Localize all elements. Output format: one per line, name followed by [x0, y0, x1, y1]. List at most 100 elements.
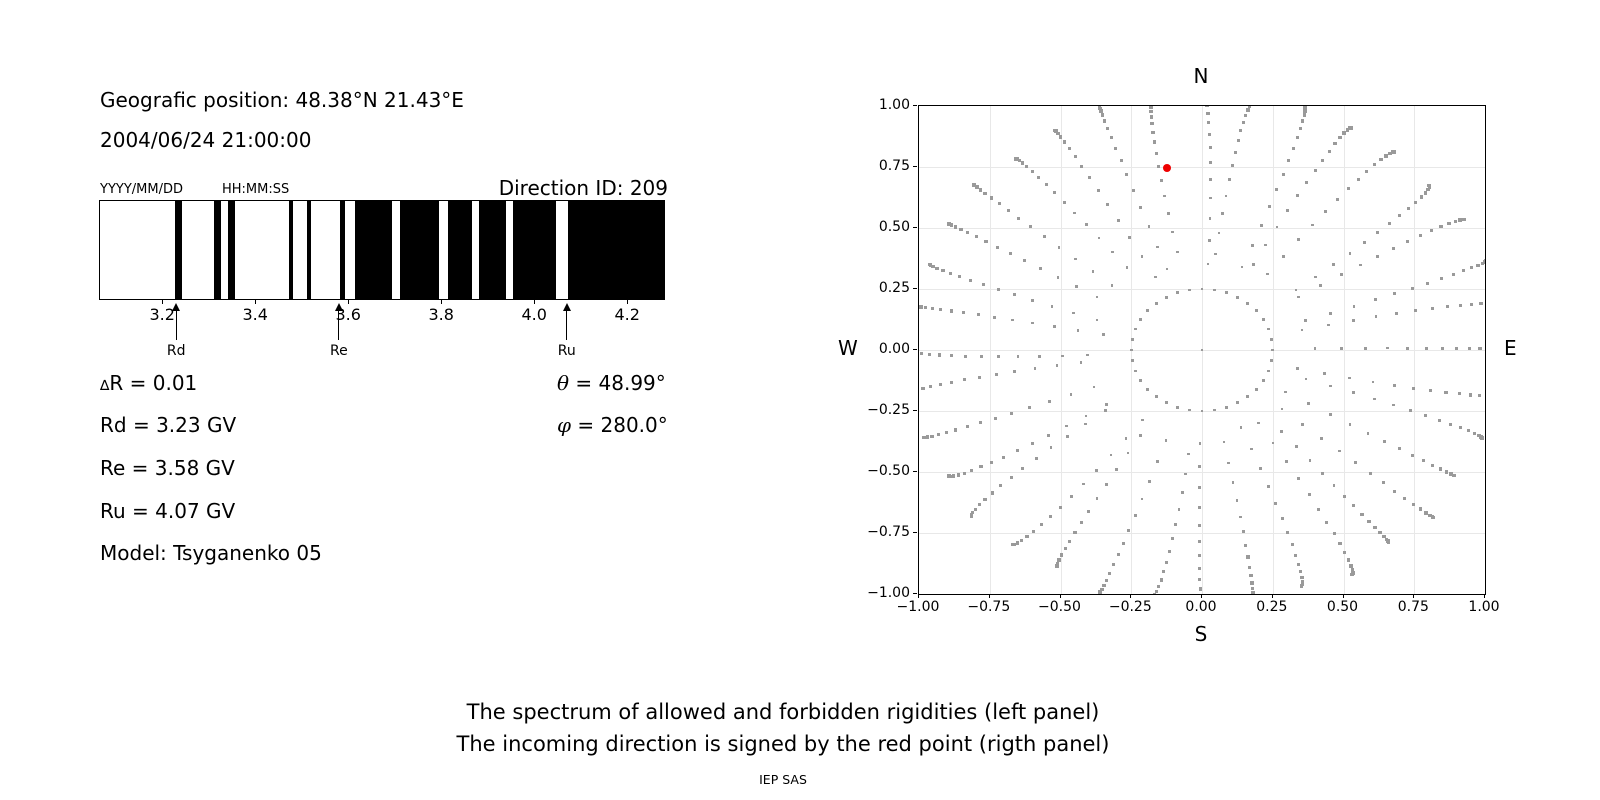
data-point [1206, 262, 1210, 266]
data-point [1098, 589, 1103, 594]
data-point [1050, 305, 1054, 308]
axis-tick [534, 299, 536, 304]
x-axis-tick [1484, 594, 1485, 598]
data-point [1096, 188, 1100, 192]
data-point [1252, 263, 1255, 266]
data-point [1015, 157, 1019, 161]
data-point [978, 421, 982, 425]
data-point [950, 354, 954, 358]
data-point [1139, 206, 1143, 209]
data-point [1297, 562, 1301, 566]
data-point [922, 435, 927, 440]
data-point [1115, 468, 1118, 471]
data-point [1209, 196, 1212, 200]
arrow-shaft [175, 310, 177, 340]
arrow-head [562, 303, 571, 311]
data-point [1233, 150, 1237, 154]
data-point [1374, 315, 1378, 319]
data-point [1031, 529, 1036, 534]
data-point [1021, 467, 1025, 470]
data-point [1274, 502, 1278, 505]
data-point [1209, 178, 1213, 181]
x-axis-tick [1201, 594, 1202, 598]
data-point [1372, 397, 1376, 401]
x-axis-tick-label: 0.75 [1397, 599, 1429, 615]
x-axis-tick-label: −0.25 [1108, 599, 1152, 615]
data-point [1129, 348, 1133, 352]
data-point [1406, 207, 1410, 211]
data-point [1366, 431, 1370, 435]
data-point [1313, 168, 1317, 172]
data-point [1075, 285, 1079, 288]
data-point [1477, 433, 1481, 438]
data-point [978, 188, 982, 192]
data-point [1239, 426, 1243, 429]
data-point [1039, 267, 1042, 270]
data-point [1301, 423, 1304, 426]
data-point [1037, 354, 1041, 358]
data-point [1324, 209, 1327, 213]
data-point [1430, 515, 1435, 519]
axis-tick-label: 3.2 [149, 305, 175, 324]
x-axis-tick-label: −0.75 [967, 599, 1011, 615]
data-point [1406, 346, 1410, 350]
data-point [1352, 504, 1356, 508]
data-point [1156, 245, 1159, 249]
data-point [1431, 463, 1435, 467]
data-point [1069, 393, 1073, 396]
data-point [1314, 275, 1317, 279]
data-point [1104, 578, 1109, 582]
data-point [1360, 512, 1364, 516]
x-axis-tick-label: 1.00 [1468, 599, 1500, 615]
data-point [1141, 418, 1144, 422]
data-point [1239, 129, 1243, 133]
data-point [1048, 400, 1051, 403]
forbidden-band [340, 201, 345, 299]
data-point [1006, 208, 1010, 212]
data-point [1451, 473, 1456, 478]
data-point [1066, 434, 1069, 438]
theta-value: θ = 48.99° [557, 371, 666, 395]
data-point [1238, 515, 1242, 519]
data-point [1130, 359, 1134, 362]
data-point [1455, 346, 1459, 350]
data-point [1095, 295, 1099, 299]
data-point [1098, 106, 1102, 111]
time-format-label: HH:MM:SS [222, 182, 290, 197]
data-point [1468, 393, 1473, 397]
data-point [1084, 414, 1088, 418]
data-point [1198, 587, 1202, 591]
data-point [1281, 172, 1285, 176]
data-point [1030, 321, 1034, 325]
data-point [1478, 347, 1482, 351]
arrow-shaft [338, 310, 340, 340]
data-point [1430, 229, 1434, 233]
data-point [1037, 175, 1041, 179]
data-point [1188, 288, 1192, 292]
data-point [1133, 514, 1137, 517]
data-point [1095, 496, 1099, 500]
data-point [1139, 379, 1143, 382]
data-point [1332, 532, 1336, 536]
data-point [1146, 387, 1150, 391]
data-point [938, 353, 942, 357]
data-point [1412, 386, 1415, 390]
data-point [1125, 173, 1129, 176]
x-axis-tick [1271, 594, 1273, 598]
data-point [1397, 447, 1401, 451]
data-point [1480, 261, 1484, 265]
data-point [1440, 277, 1444, 281]
data-point [1154, 589, 1159, 594]
data-point [1008, 252, 1012, 255]
data-point [1198, 442, 1202, 445]
data-point [1073, 211, 1077, 215]
data-point [1453, 219, 1457, 224]
data-point [1206, 111, 1210, 115]
data-point [1297, 238, 1300, 242]
axis-tick [627, 299, 629, 304]
rd-arrow-label: Rd [166, 343, 186, 359]
data-point [1347, 126, 1352, 130]
data-point [1241, 120, 1246, 124]
gridline-horizontal [919, 167, 1485, 168]
data-point [1254, 309, 1258, 313]
